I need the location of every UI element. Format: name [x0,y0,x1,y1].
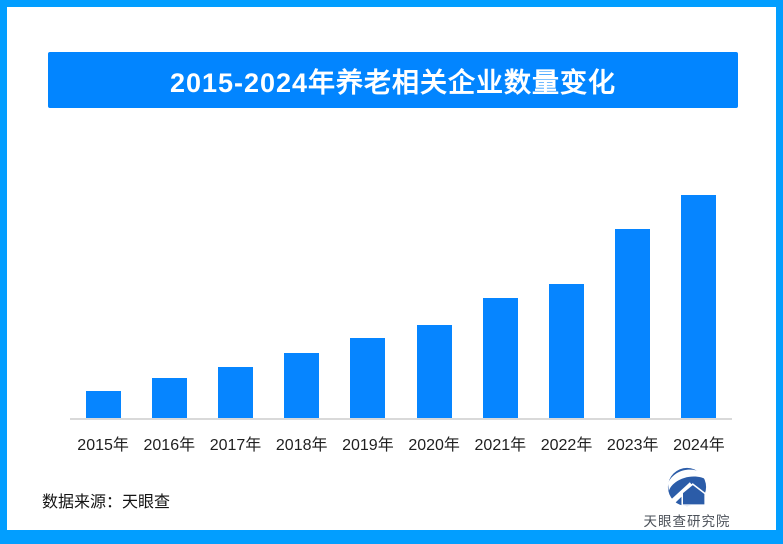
bar-plot [70,185,732,418]
x-axis-line [70,418,732,420]
bar-2022年 [549,284,585,418]
bar-2024年 [681,195,717,418]
bar-2019年 [350,338,386,418]
bar-slot [533,185,599,418]
bar-slot [202,185,268,418]
bar-2018年 [284,353,320,418]
x-axis-label: 2018年 [275,437,328,454]
x-label-slot: 2022年 [533,431,599,455]
bar-2020年 [416,325,452,418]
chart-title: 2015-2024年养老相关企业数量变化 [169,67,617,98]
x-label-slot: 2024年 [666,431,732,455]
title-banner: 2015-2024年养老相关企业数量变化 [48,52,738,108]
x-axis-label: 2015年 [77,437,129,454]
x-axis-labels: 2015年 2016年 2017年 2018年 2019年 2020年 2021年 2022年… [70,431,732,455]
bar-slot [136,185,202,418]
tianyancha-eye-logo-icon [666,467,708,507]
x-axis-label: 2019年 [342,437,394,454]
bar-slot [335,185,401,418]
bar-slot [401,185,467,418]
x-label-slot: 2016年 [136,431,202,455]
x-axis-label: 2021年 [474,437,527,454]
x-label-slot: 2023年 [600,431,666,455]
x-axis-label: 2016年 [143,437,196,454]
x-axis-label: 2020年 [408,437,460,454]
x-label-slot: 2018年 [269,431,335,455]
x-axis-label: 2022年 [540,437,593,454]
bar-2023年 [615,229,651,418]
x-axis-label: 2017年 [209,437,262,454]
bar-2015年 [85,391,121,418]
bar-slot [70,185,136,418]
x-label-slot: 2021年 [467,431,533,455]
x-axis-label: 2023年 [606,437,659,454]
bar-2017年 [218,367,253,418]
x-label-slot: 2015年 [70,431,136,455]
bar-slot [269,185,335,418]
logo-text: 天眼查研究院 [643,514,731,529]
x-axis-label: 2024年 [673,437,725,454]
tianyancha-research-logo: 天眼查研究院 [631,466,743,530]
bar-slot [600,185,666,418]
bar-slot [666,185,732,418]
x-label-slot: 2019年 [335,431,401,455]
bar-chart: 2015年 2016年 2017年 2018年 2019年 2020年 2021年 2022年… [70,185,732,455]
x-label-slot: 2017年 [202,431,268,455]
bar-slot [467,185,533,418]
bar-2016年 [151,378,187,418]
bar-2021年 [482,298,518,418]
x-label-slot: 2020年 [401,431,467,455]
data-source-note: 数据来源：天眼查 [42,494,171,511]
